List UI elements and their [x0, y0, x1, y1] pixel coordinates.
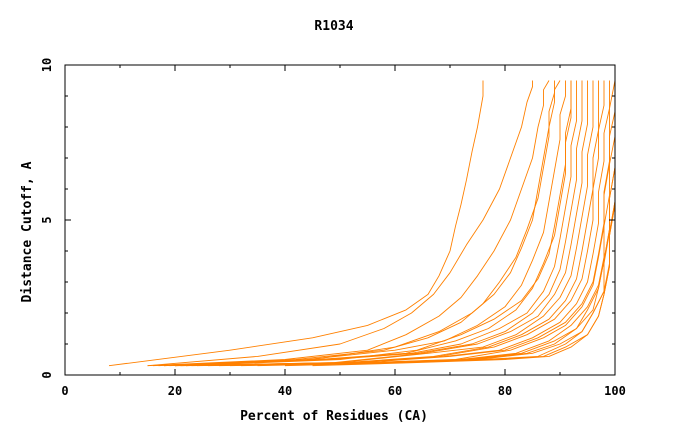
- series-line-6: [163, 80, 572, 367]
- x-tick-label: 40: [278, 384, 292, 398]
- x-axis-label: Percent of Residues (CA): [240, 409, 428, 424]
- series-line-21: [284, 80, 616, 367]
- x-tick-label: 100: [604, 384, 626, 398]
- y-tick-label: 10: [40, 58, 54, 72]
- series-line-11: [180, 80, 599, 367]
- series-line-2: [147, 80, 533, 367]
- series-line-16: [207, 80, 616, 367]
- x-axis: 0 20 40 60 80 100: [61, 65, 626, 398]
- series-line-13: [185, 80, 610, 367]
- series-line-10: [174, 80, 594, 367]
- series-line-8: [169, 80, 583, 367]
- series-line-20: [257, 80, 616, 367]
- x-tick-label: 0: [61, 384, 68, 398]
- plot-area: [108, 80, 616, 367]
- series-line-1: [108, 80, 484, 367]
- y-axis: 0 5 10: [40, 58, 615, 379]
- series-line-24: [185, 80, 572, 367]
- y-tick-label: 5: [40, 216, 54, 223]
- series-line-7: [163, 80, 577, 367]
- series-line-23: [174, 80, 561, 367]
- y-axis-label: Distance Cutoff, A: [20, 161, 35, 302]
- series-line-3: [147, 80, 550, 367]
- series-line-12: [180, 80, 605, 367]
- series-line-17: [218, 80, 616, 367]
- series-line-9: [174, 80, 588, 367]
- series-line-15: [196, 80, 616, 367]
- series-line-18: [229, 80, 616, 367]
- series-line-14: [191, 80, 616, 367]
- series-line-5: [158, 80, 566, 367]
- chart-title: R1034: [314, 19, 353, 34]
- x-tick-label: 60: [388, 384, 402, 398]
- x-tick-label: 80: [498, 384, 512, 398]
- series-line-4: [152, 80, 555, 367]
- x-tick-label: 20: [168, 384, 182, 398]
- y-tick-label: 0: [40, 371, 54, 378]
